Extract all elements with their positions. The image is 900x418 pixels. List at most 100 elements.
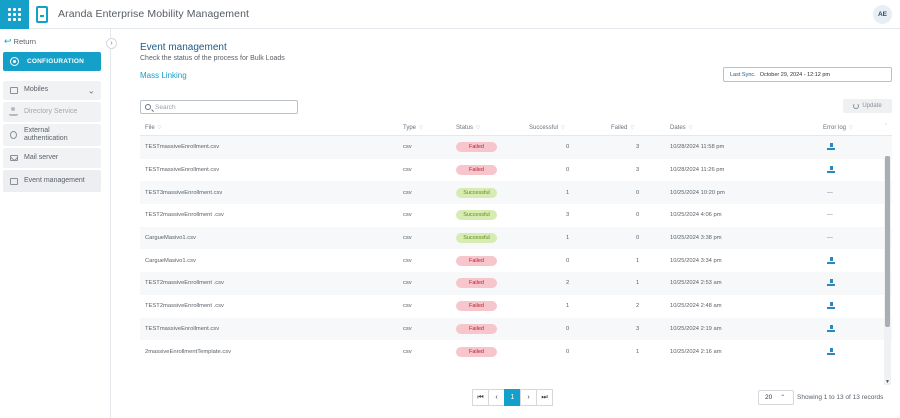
- status-cell: Failed: [456, 142, 497, 153]
- page-subtitle: Check the status of the process for Bulk…: [140, 55, 285, 62]
- first-page-button[interactable]: ⏮: [472, 389, 489, 406]
- mass-linking-tab[interactable]: Mass Linking: [140, 71, 187, 80]
- type-cell: csv: [403, 212, 412, 219]
- scrollbar-thumb[interactable]: [885, 156, 890, 327]
- table-row[interactable]: TESTmassiveEnrollment.csv csv Failed 0 3 10/2…: [140, 159, 892, 182]
- status-badge: Failed: [456, 165, 497, 176]
- mobile-icon: [9, 86, 18, 95]
- sidebar-item-mobiles[interactable]: Mobiles ⌄: [3, 81, 101, 100]
- prev-page-button[interactable]: ‹: [488, 389, 505, 406]
- status-badge: Successful: [456, 187, 497, 198]
- failed-cell: 3: [636, 325, 640, 332]
- gear-icon: [10, 57, 19, 66]
- successful-cell: 1: [566, 189, 570, 196]
- successful-cell: 0: [566, 257, 570, 264]
- chevron-right-icon: ›: [110, 40, 113, 47]
- failed-cell: 0: [636, 212, 640, 219]
- scroll-down-icon[interactable]: ▼: [885, 379, 890, 385]
- column-header-failed[interactable]: Failed ▽: [611, 125, 635, 131]
- table-row[interactable]: TESTmassiveEnrollment.csv csv Failed 0 3 10/2…: [140, 317, 892, 341]
- file-cell: TEST2massiveEnrollment .csv: [145, 280, 224, 287]
- status-badge: Successful: [456, 210, 497, 221]
- download-icon[interactable]: [827, 256, 835, 265]
- download-icon[interactable]: [827, 324, 835, 333]
- sort-icon: ▽: [630, 125, 635, 131]
- table-row[interactable]: TEST2massiveEnrollment .csv csv Failed 2 1 10…: [140, 272, 892, 295]
- download-icon[interactable]: [827, 279, 835, 287]
- sort-icon: ▽: [476, 125, 480, 131]
- update-button[interactable]: Update: [843, 99, 892, 113]
- successful-cell: 1: [566, 303, 570, 310]
- app-launcher-button[interactable]: [0, 0, 29, 29]
- column-header-file[interactable]: File ▽: [145, 125, 162, 131]
- download-icon[interactable]: [827, 302, 835, 310]
- successful-cell: 0: [566, 144, 570, 151]
- failed-cell: 1: [636, 280, 640, 287]
- sidebar-item-label: Mobiles: [24, 86, 49, 94]
- table-row[interactable]: TEST2massiveEnrollment .csv csv Failed 1 2 10…: [140, 295, 892, 318]
- page-size-select[interactable]: 20 ⌃: [758, 390, 794, 405]
- download-icon[interactable]: [827, 347, 835, 356]
- date-cell: 10/25/2024 2:53 am: [670, 280, 722, 287]
- configuration-button[interactable]: CONFIGURATION: [3, 52, 101, 71]
- next-page-button[interactable]: ›: [520, 389, 537, 406]
- failed-cell: 2: [636, 303, 640, 310]
- file-cell: TEST2massiveEnrollment .csv: [145, 212, 224, 219]
- last-page-button[interactable]: ⏭: [536, 389, 553, 406]
- sidebar-item-external-authentication[interactable]: External authentication: [3, 124, 101, 146]
- table-row[interactable]: TEST3massiveEnrollment.csv csv Successful 1…: [140, 181, 892, 205]
- error-log-cell: [827, 324, 835, 333]
- error-log-cell: [827, 302, 835, 310]
- user-avatar[interactable]: AE: [873, 5, 892, 24]
- error-log-cell: [827, 279, 835, 287]
- type-cell: csv: [403, 348, 412, 355]
- mail-icon: [9, 154, 18, 163]
- sidebar-menu: Mobiles ⌄ Directory Service External aut…: [3, 81, 101, 194]
- sort-icon: ▽: [688, 125, 693, 131]
- successful-cell: 2: [566, 280, 570, 287]
- no-error-log: —: [827, 235, 833, 242]
- sidebar-item-mail-server[interactable]: Mail server: [3, 148, 101, 168]
- page-button-current[interactable]: 1: [504, 389, 521, 406]
- type-cell: csv: [403, 189, 412, 196]
- status-badge: Failed: [456, 255, 497, 266]
- type-cell: csv: [403, 144, 412, 151]
- table-row[interactable]: CargueMasivo1.csv csv Successful 1 0 10/25/20…: [140, 226, 892, 250]
- column-header-dates[interactable]: Dates ▽: [670, 125, 693, 131]
- no-error-log: —: [827, 212, 833, 219]
- date-cell: 10/25/2024 4:06 pm: [670, 212, 722, 219]
- return-link[interactable]: ↩ Return: [4, 37, 36, 47]
- events-table: File ▽ Type ▽ Status ▽ Successful ▽ Failed ▽ …: [140, 120, 892, 362]
- last-page-icon: ⏭: [541, 393, 548, 401]
- grid-icon: [8, 8, 21, 21]
- sidebar-item-directory-service[interactable]: Directory Service: [3, 102, 101, 122]
- failed-cell: 3: [636, 167, 640, 174]
- chart-icon: [9, 177, 18, 186]
- next-page-icon: ›: [527, 394, 530, 401]
- table-scrollbar[interactable]: ▼: [884, 156, 891, 385]
- table-body: TESTmassiveEnrollment.csv csv Failed 0 3 10/2…: [140, 136, 892, 362]
- column-header-error-log[interactable]: Error log ▽: [823, 125, 853, 131]
- download-icon[interactable]: [827, 143, 835, 151]
- app-title: Aranda Enterprise Mobility Management: [58, 8, 250, 20]
- table-row[interactable]: CargueMasivo1.csv csv Failed 0 1 10/25/2024 3…: [140, 249, 892, 272]
- sidebar-item-event-management[interactable]: Event management: [3, 170, 101, 192]
- records-info: Showing 1 to 13 of 13 records: [797, 394, 884, 401]
- table-row[interactable]: TESTmassiveEnrollment.csv csv Failed 0 3 10/2…: [140, 136, 892, 159]
- date-cell: 10/28/2024 11:58 pm: [670, 144, 725, 151]
- error-log-cell: —: [827, 190, 833, 196]
- date-cell: 10/28/2024 11:26 pm: [670, 167, 725, 174]
- table-row[interactable]: TEST2massiveEnrollment .csv csv Successful…: [140, 204, 892, 227]
- collapse-sidebar-button[interactable]: ›: [106, 38, 117, 49]
- column-header-successful[interactable]: Successful ▽: [529, 125, 565, 131]
- status-badge: Failed: [456, 142, 497, 153]
- column-settings-icon[interactable]: ⌃: [884, 123, 889, 129]
- table-row[interactable]: 2massiveEnrollmentTemplate.csv csv Failed 0…: [140, 340, 892, 362]
- search-input[interactable]: [155, 103, 285, 111]
- file-cell: TEST2massiveEnrollment .csv: [145, 303, 224, 310]
- column-header-status[interactable]: Status ▽: [456, 125, 480, 131]
- column-header-type[interactable]: Type ▽: [403, 125, 423, 131]
- top-bar: Aranda Enterprise Mobility Management AE: [0, 0, 900, 29]
- type-cell: csv: [403, 235, 412, 242]
- download-icon[interactable]: [827, 166, 835, 174]
